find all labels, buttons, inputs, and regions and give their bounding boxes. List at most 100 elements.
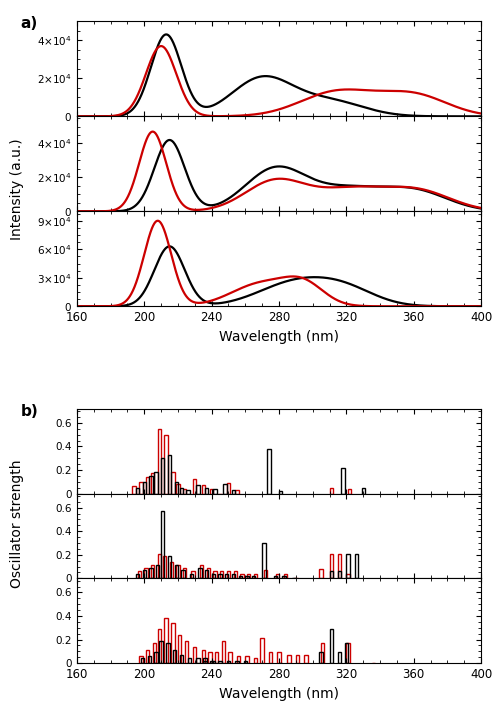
Bar	[183, 489, 186, 493]
Bar	[329, 553, 333, 578]
Bar	[240, 573, 244, 578]
Bar	[144, 568, 148, 578]
Text: Oscillator strength: Oscillator strength	[10, 460, 24, 588]
X-axis label: Wavelength (nm): Wavelength (nm)	[219, 329, 339, 344]
Bar	[232, 490, 235, 493]
Bar	[156, 565, 159, 578]
Text: Intensity (a.u.): Intensity (a.u.)	[10, 138, 24, 240]
Bar	[362, 488, 365, 493]
Bar	[136, 488, 139, 493]
Bar	[148, 656, 151, 663]
Bar	[225, 573, 229, 578]
Bar	[220, 571, 223, 578]
Bar	[196, 658, 200, 663]
Bar	[267, 448, 271, 493]
Bar	[158, 629, 161, 663]
Bar	[158, 429, 161, 493]
Bar	[132, 486, 136, 493]
Bar	[196, 486, 200, 493]
Bar	[206, 568, 210, 578]
Bar	[142, 570, 146, 578]
Bar	[227, 661, 230, 663]
Text: b): b)	[20, 404, 38, 419]
Bar	[213, 489, 217, 493]
X-axis label: Wavelength (nm): Wavelength (nm)	[219, 687, 339, 700]
Bar	[346, 553, 350, 578]
Bar	[348, 489, 352, 493]
Bar	[212, 573, 215, 578]
Bar	[188, 658, 191, 663]
Bar	[159, 641, 163, 663]
Bar	[329, 488, 333, 493]
Bar	[252, 576, 255, 578]
Bar	[277, 652, 281, 663]
Bar	[176, 484, 180, 493]
Bar	[227, 571, 230, 578]
Bar	[170, 562, 173, 578]
Bar	[149, 476, 153, 493]
Bar	[227, 483, 230, 493]
Bar	[137, 571, 141, 578]
Bar	[247, 573, 250, 578]
Bar	[319, 652, 323, 663]
Bar	[234, 571, 237, 578]
Bar	[178, 635, 182, 663]
Bar	[173, 650, 176, 663]
Bar	[165, 435, 168, 493]
Bar	[321, 643, 324, 663]
Bar	[222, 641, 225, 663]
Bar	[345, 643, 348, 663]
Bar	[183, 568, 186, 578]
Bar	[149, 568, 153, 578]
Bar	[154, 472, 158, 493]
Bar	[223, 484, 227, 493]
Bar	[141, 658, 144, 663]
Bar	[151, 473, 154, 493]
Bar	[171, 472, 175, 493]
Bar	[304, 655, 308, 663]
Bar	[329, 629, 333, 663]
Bar	[203, 658, 206, 663]
Bar	[193, 479, 196, 493]
Bar	[165, 618, 168, 663]
Bar	[213, 571, 217, 578]
Text: a): a)	[20, 16, 38, 31]
Bar	[171, 623, 175, 663]
Bar	[229, 652, 232, 663]
Bar	[175, 482, 178, 493]
Bar	[260, 638, 264, 663]
Bar	[346, 573, 350, 578]
Bar	[264, 570, 267, 578]
Bar	[205, 570, 208, 578]
Bar	[215, 652, 218, 663]
Bar	[282, 576, 286, 578]
Bar	[355, 553, 358, 578]
Bar	[203, 661, 206, 663]
Bar	[139, 482, 142, 493]
Bar	[276, 573, 279, 578]
Bar	[287, 655, 291, 663]
Bar	[212, 661, 215, 663]
Bar	[193, 647, 196, 663]
Bar	[151, 565, 154, 578]
Bar	[198, 568, 201, 578]
Bar	[284, 573, 287, 578]
Bar	[190, 573, 193, 578]
Bar	[208, 652, 212, 663]
Bar	[168, 556, 171, 578]
Bar	[235, 490, 239, 493]
Bar	[239, 576, 242, 578]
Bar	[205, 488, 208, 493]
Bar	[180, 655, 183, 663]
Bar	[158, 553, 161, 578]
Bar	[246, 656, 248, 663]
Bar	[232, 573, 235, 578]
Bar	[182, 570, 185, 578]
Bar	[154, 652, 158, 663]
Bar	[153, 643, 156, 663]
Bar	[274, 576, 277, 578]
Bar	[163, 556, 166, 578]
Bar	[254, 573, 257, 578]
Bar	[341, 468, 345, 493]
Bar	[175, 565, 178, 578]
